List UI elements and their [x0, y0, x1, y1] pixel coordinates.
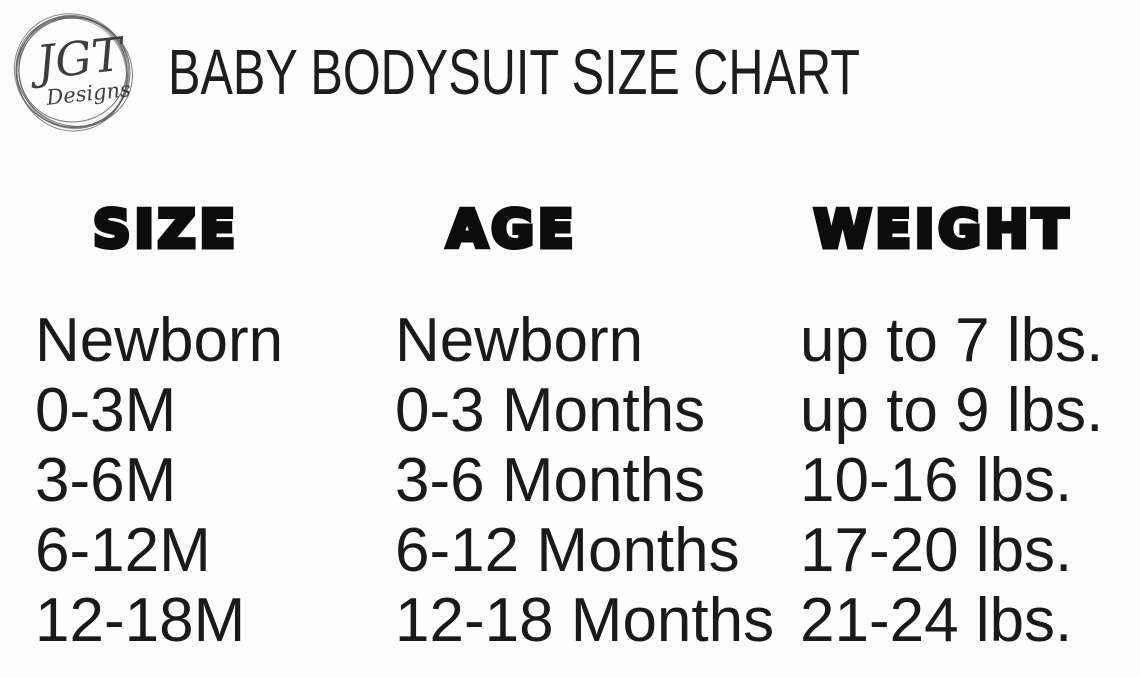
page-header: JGT Designs BABY BODYSUIT SIZE CHART — [0, 0, 1140, 136]
jgt-designs-logo: JGT Designs — [8, 7, 138, 137]
size-cell: 6-12M — [35, 516, 211, 585]
age-cell: 6-12 Months — [395, 516, 740, 585]
weight-cell: 21-24 lbs. — [800, 586, 1073, 655]
age-column: AGE Newborn 0-3 Months 3-6 Months 6-12 Mont… — [395, 198, 800, 656]
weight-column: WEIGHT up to 7 lbs. up to 9 lbs. 10-16 lbs… — [800, 198, 1140, 656]
age-column-header: AGE — [445, 198, 578, 263]
page-title: BABY BODYSUIT SIZE CHART — [168, 36, 860, 108]
size-column: SIZE Newborn 0-3M 3-6M 6-12M 12-18M — [35, 198, 395, 656]
age-cell: Newborn — [395, 306, 644, 375]
weight-cell: up to 9 lbs. — [800, 376, 1104, 445]
scribble-circle-logo-icon: JGT Designs — [13, 13, 134, 132]
age-cell: 3-6 Months — [395, 446, 706, 515]
size-cell: Newborn — [35, 306, 284, 375]
weight-cell: up to 7 lbs. — [800, 306, 1104, 375]
weight-column-header: WEIGHT — [812, 198, 1072, 263]
age-cell: 0-3 Months — [395, 376, 706, 445]
weight-column-cells: up to 7 lbs. up to 9 lbs. 10-16 lbs. 17-20 … — [800, 306, 1140, 656]
size-cell: 0-3M — [35, 376, 177, 445]
size-column-cells: Newborn 0-3M 3-6M 6-12M 12-18M — [35, 306, 395, 656]
age-column-cells: Newborn 0-3 Months 3-6 Months 6-12 Months 12… — [395, 306, 800, 656]
size-cell: 12-18M — [35, 586, 246, 655]
logo-initials-text: JGT — [26, 27, 128, 91]
weight-cell: 17-20 lbs. — [800, 516, 1073, 585]
size-chart-table: SIZE Newborn 0-3M 3-6M 6-12M 12-18M AGE Newb… — [0, 198, 1140, 656]
size-column-header: SIZE — [91, 198, 240, 263]
size-cell: 3-6M — [35, 446, 177, 515]
weight-cell: 10-16 lbs. — [800, 446, 1073, 515]
age-cell: 12-18 Months — [395, 586, 775, 655]
